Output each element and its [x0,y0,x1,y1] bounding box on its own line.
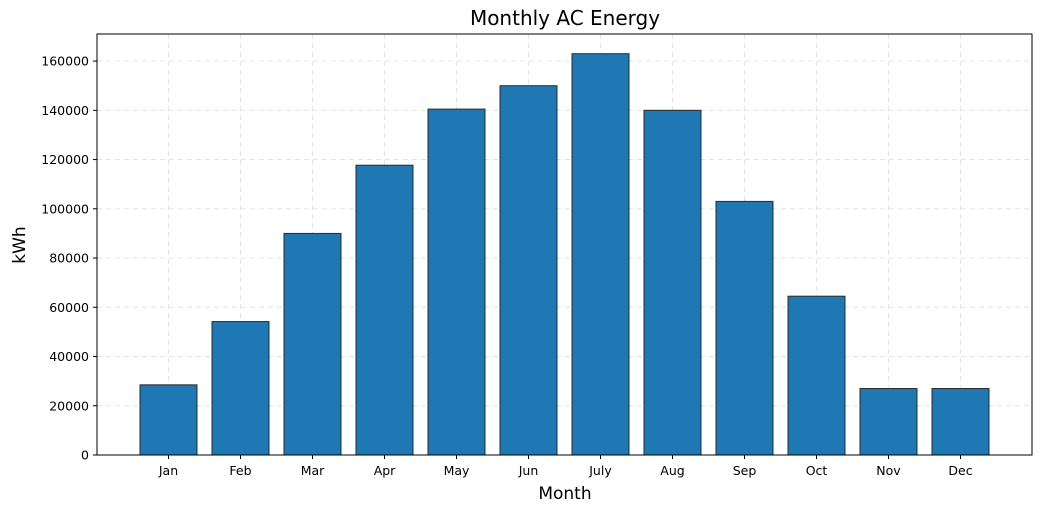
x-tick-label: Oct [806,463,828,478]
y-tick-label: 0 [81,448,89,463]
bar-may [427,108,486,456]
bar-oct [787,295,846,456]
bar-apr [355,164,414,456]
chart-title: Monthly AC Energy [470,6,660,30]
bar-nov [859,388,918,456]
bar-jan [139,384,198,456]
x-tick-label: Dec [948,463,972,478]
plot-frame [96,33,1033,456]
bar-feb [211,321,270,456]
x-tick-label: July [588,463,612,478]
plot-area: Jan Feb Mar Apr May Jun July Aug Sep Oct Nov Dec 0 2… [41,33,1033,478]
bar-dec [931,388,990,456]
y-axis: 0 20000 40000 60000 80000 100000 120000 140000 1… [41,54,97,463]
x-tick-label: Jan [158,463,178,478]
x-tick-label: Aug [660,463,684,478]
x-axis: Jan Feb Mar Apr May Jun July Aug Sep Oct Nov Dec [158,455,973,478]
x-tick-label: Apr [374,463,396,478]
x-tick-label: Nov [876,463,901,478]
bar-aug [643,109,702,456]
y-tick-label: 140000 [41,103,89,118]
x-tick-label: May [444,463,470,478]
y-axis-label: kWh [10,226,30,263]
bar-sep [715,200,774,456]
x-tick-label: Feb [229,463,251,478]
y-tick-label: 120000 [41,152,89,167]
bar-july [571,53,630,456]
bars [139,53,990,456]
y-tick-label: 80000 [49,251,89,266]
y-tick-label: 20000 [49,398,89,413]
bar-jun [499,85,558,456]
y-tick-label: 40000 [49,349,89,364]
x-tick-label: Jun [518,463,539,478]
x-axis-label: Month [538,484,591,504]
x-tick-label: Mar [301,463,325,478]
y-tick-label: 160000 [41,54,89,69]
y-tick-label: 100000 [41,201,89,216]
y-tick-label: 60000 [49,300,89,315]
x-tick-label: Sep [733,463,757,478]
bar-mar [283,232,342,456]
